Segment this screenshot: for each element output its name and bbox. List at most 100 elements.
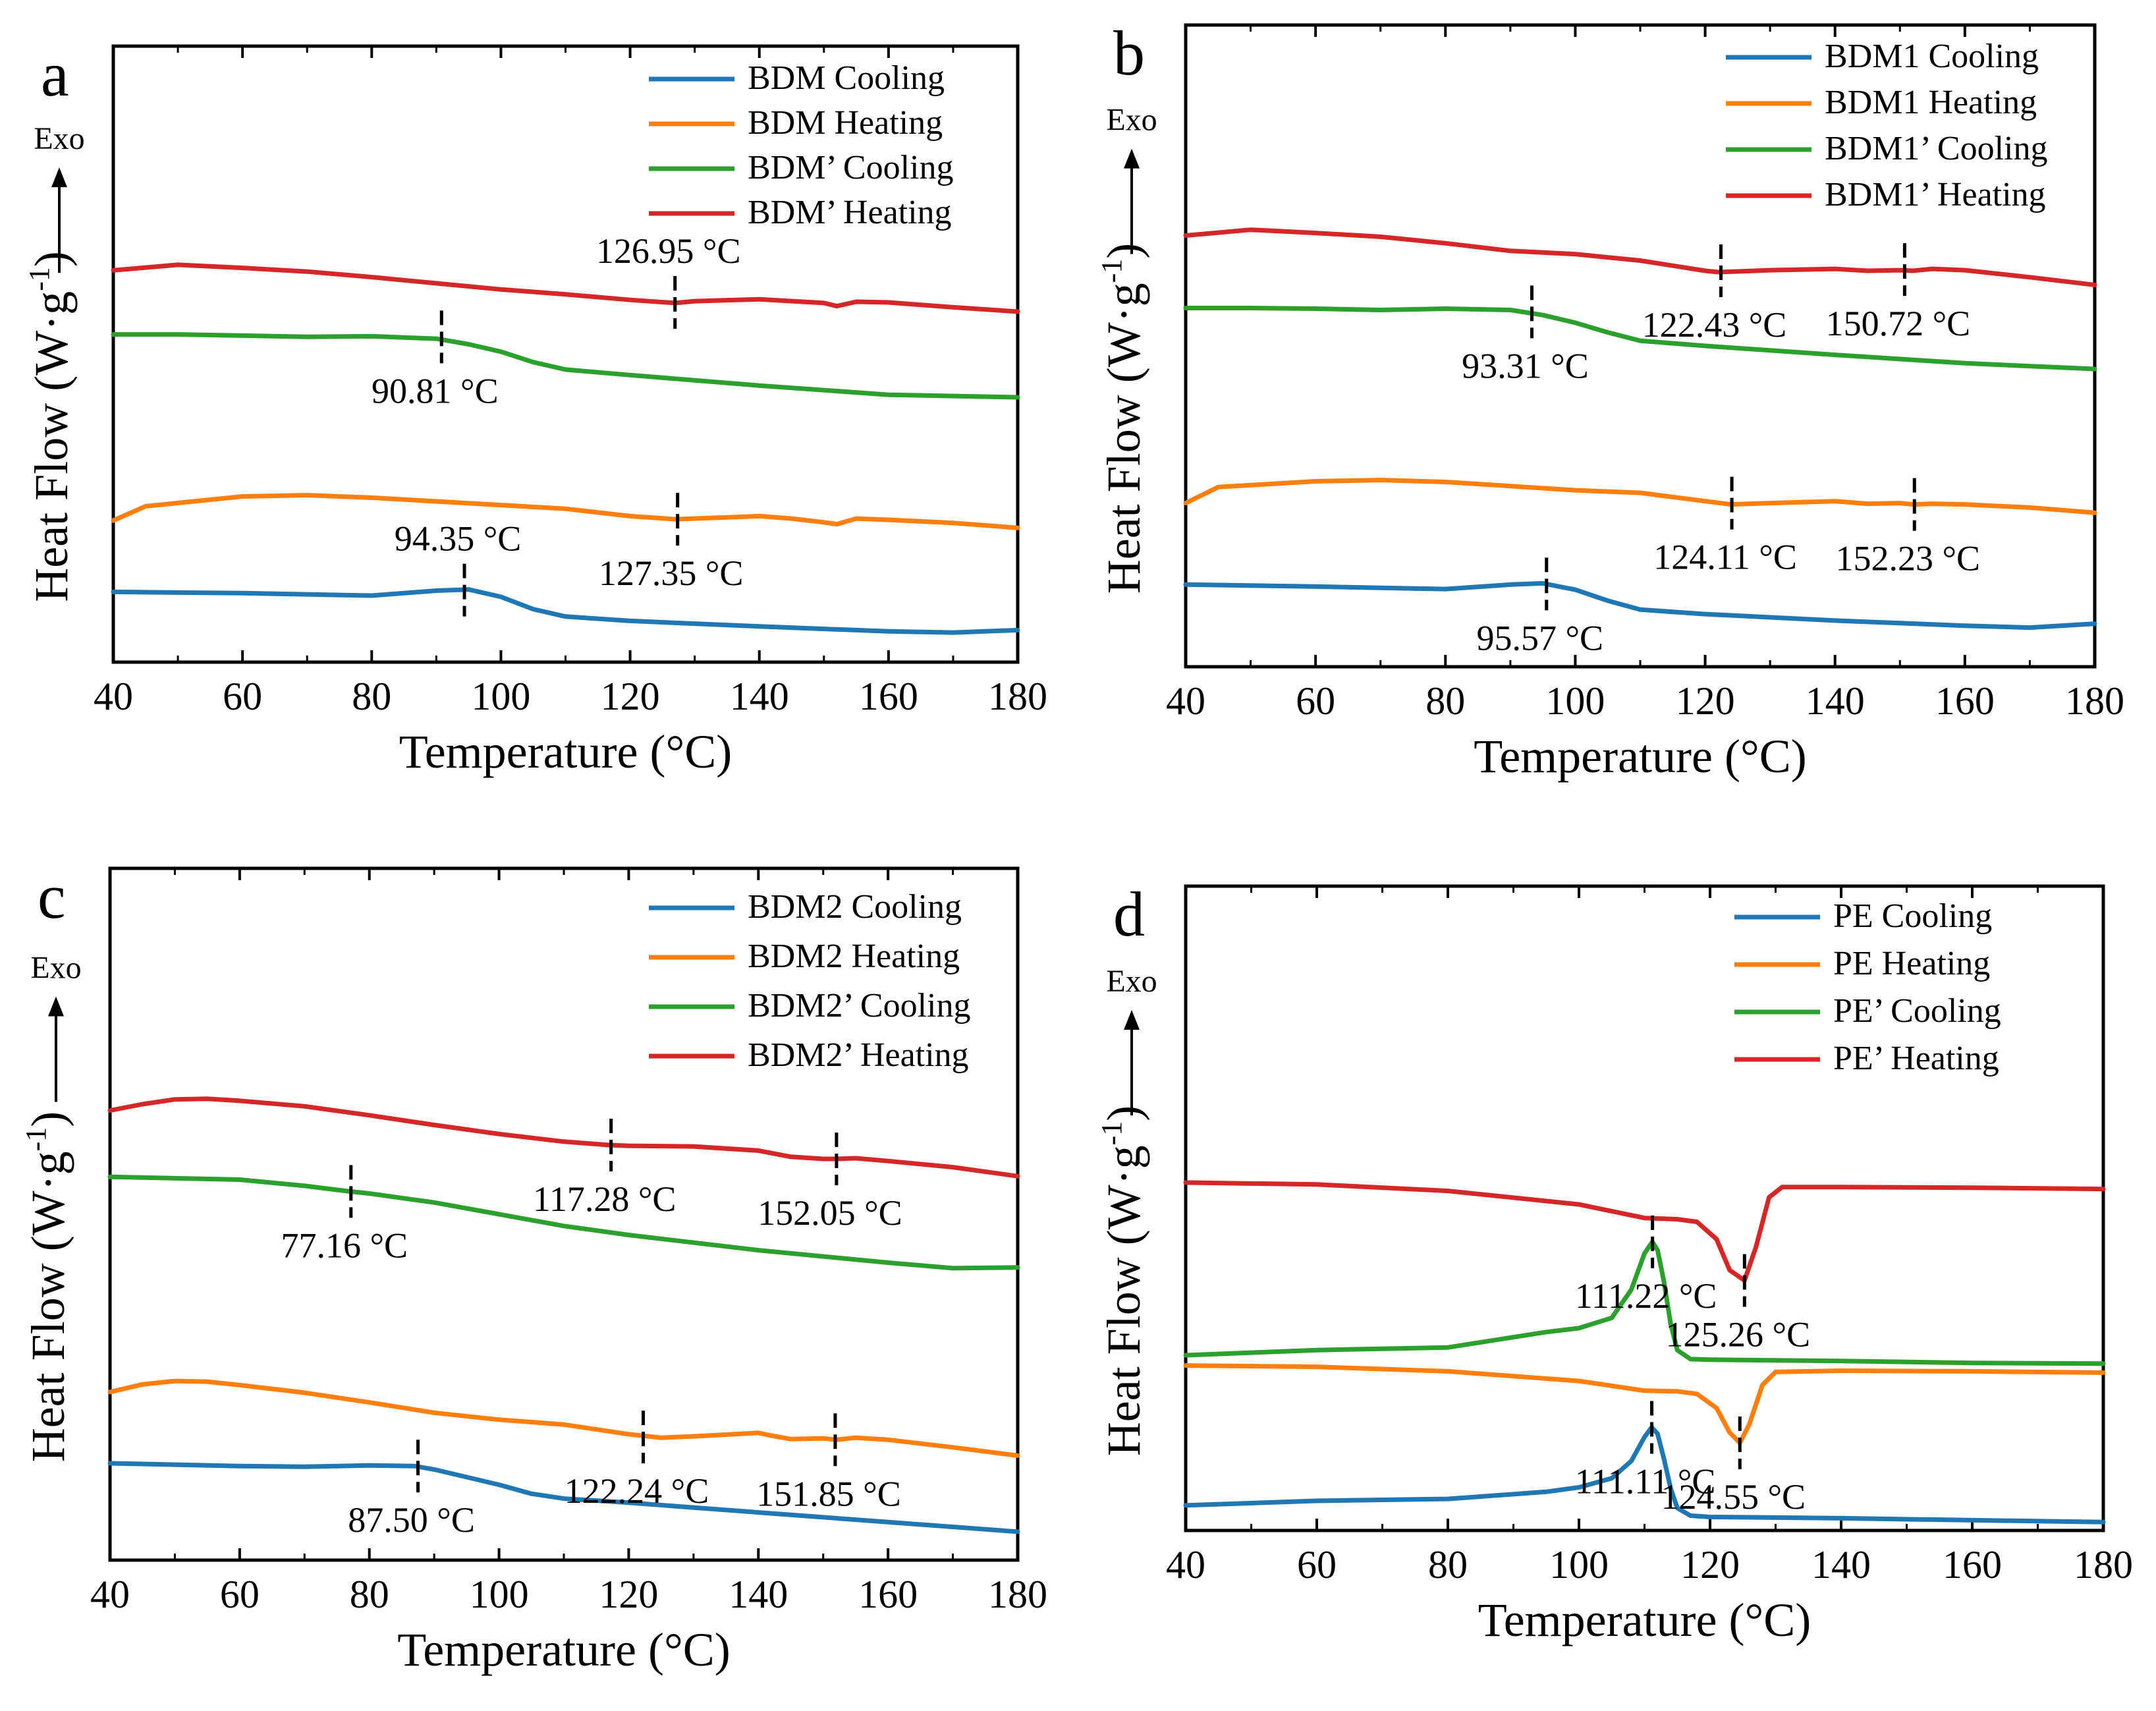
exo-arrow-head	[51, 167, 67, 188]
x-tick-label: 40	[1166, 679, 1205, 723]
x-tick-label: 140	[1811, 1543, 1871, 1586]
x-tick-label: 180	[2065, 679, 2124, 723]
y-axis-title-sup: -1	[1095, 259, 1128, 283]
panel-letter: b	[1113, 18, 1145, 88]
x-tick-label: 160	[1935, 679, 1995, 723]
annotation-label: 90.81 °C	[372, 371, 499, 410]
annotation-label: 122.24 °C	[565, 1471, 709, 1511]
x-axis-title: Temperature (°C)	[397, 1623, 731, 1676]
annotation-label: 151.85 °C	[756, 1474, 901, 1513]
series-line-1	[111, 493, 1020, 530]
legend-label: BDM2 Heating	[748, 938, 960, 975]
x-tick-label: 100	[470, 1573, 529, 1616]
panel-letter: a	[41, 39, 69, 109]
exo-arrow-head	[48, 996, 64, 1017]
series-line-1	[1183, 1363, 2106, 1445]
legend-label: BDM1’ Cooling	[1825, 130, 2048, 167]
legend-label: BDM1’ Heating	[1825, 176, 2046, 213]
legend-label: BDM Cooling	[748, 59, 945, 97]
x-tick-label: 140	[729, 1573, 788, 1616]
x-tick-label: 160	[1943, 1543, 2002, 1586]
annotation-label: 117.28 °C	[533, 1179, 677, 1219]
legend-label: BDM2 Cooling	[748, 888, 962, 926]
legend-label: BDM’ Heating	[748, 194, 952, 231]
x-tick-label: 80	[350, 1573, 389, 1616]
series-line-3	[1183, 1180, 2106, 1283]
legend-label: PE Heating	[1833, 945, 1990, 982]
annotation-label: 124.11 °C	[1653, 538, 1797, 577]
annotation-label: 95.57 °C	[1476, 618, 1603, 658]
y-axis-title: Heat Flow (W·g-1)	[20, 1111, 74, 1463]
x-tick-label: 60	[1296, 679, 1335, 723]
y-axis-title: Heat Flow (W·g-1)	[23, 251, 78, 602]
y-axis-title-main: Heat Flow (W·g	[1097, 1145, 1150, 1456]
series-line-1	[107, 1378, 1020, 1458]
x-tick-label: 140	[1806, 679, 1865, 723]
annotation-label: 111.22 °C	[1575, 1276, 1717, 1316]
annotation-label: 122.43 °C	[1642, 305, 1787, 345]
exo-label: Exo	[30, 951, 81, 986]
y-axis-title-main: Heat Flow (W·g	[22, 1151, 74, 1462]
exo-arrow-head	[1124, 148, 1140, 169]
y-axis-title-sup: -1	[20, 1127, 52, 1152]
exo-label: Exo	[34, 121, 84, 156]
x-tick-label: 100	[1549, 1543, 1609, 1586]
panel-letter: d	[1113, 879, 1145, 949]
x-tick-label: 180	[2074, 1543, 2133, 1586]
legend-label: BDM1 Heating	[1825, 84, 2037, 121]
legend-label: PE’ Heating	[1833, 1040, 1999, 1077]
annotation-label: 152.05 °C	[758, 1193, 902, 1233]
legend-label: BDM’ Cooling	[748, 149, 954, 186]
x-tick-label: 120	[1680, 1543, 1740, 1586]
y-axis-title-close: )	[1097, 243, 1150, 259]
panel-c: 40 60 80 100 120 140 160 180 Temperature (°C) Hea…	[20, 861, 1047, 1676]
series-line-3	[111, 262, 1020, 314]
panel-letter: c	[38, 861, 66, 932]
annotation-label: 150.72 °C	[1826, 304, 1971, 343]
annotation-label: 111.11 °C	[1575, 1462, 1716, 1501]
series-line-0	[1183, 1425, 2106, 1525]
legend-label: BDM1 Cooling	[1825, 38, 2039, 75]
y-axis-title-main: Heat Flow (W·g	[1097, 283, 1150, 594]
series-line-0	[107, 1461, 1020, 1534]
annotation-label: 77.16 °C	[281, 1225, 408, 1265]
x-tick-label: 80	[1428, 1543, 1468, 1586]
x-tick-label: 40	[1166, 1543, 1205, 1586]
annotation-label: 93.31 °C	[1462, 346, 1589, 385]
series-line-2	[1183, 306, 2097, 372]
y-axis-title-close: )	[1097, 1106, 1150, 1121]
annotation-label: 124.55 °C	[1661, 1477, 1806, 1517]
series-line-2	[111, 332, 1020, 400]
legend-label: BDM Heating	[748, 104, 943, 142]
x-tick-label: 40	[94, 675, 133, 718]
exo-label: Exo	[1106, 964, 1157, 999]
x-axis-title: Temperature (°C)	[1478, 1594, 1811, 1646]
y-axis-title-sup: -1	[1095, 1121, 1128, 1146]
y-axis-title-sup: -1	[23, 267, 55, 291]
x-tick-label: 60	[223, 675, 262, 718]
panel-a: 40 60 80 100 120 140 160 180 Temperature (°C) Hea…	[23, 39, 1047, 778]
x-tick-label: 120	[601, 675, 660, 718]
series-line-0	[1183, 580, 2097, 631]
x-tick-label: 180	[988, 1573, 1047, 1616]
series-line-2	[1183, 1239, 2106, 1366]
x-tick-label: 100	[1545, 679, 1605, 723]
annotation-label: 87.50 °C	[348, 1500, 475, 1540]
exo-arrow-head	[1124, 1010, 1140, 1030]
panel-b: 40 60 80 100 120 140 160 180 Temperature (°C) Hea…	[1095, 18, 2124, 783]
x-tick-label: 140	[730, 675, 789, 718]
x-tick-label: 120	[1676, 679, 1735, 723]
annotation-label: 126.95 °C	[596, 231, 741, 271]
legend-label: PE Cooling	[1833, 897, 1992, 935]
y-axis-title-close: )	[25, 251, 78, 267]
x-tick-label: 60	[220, 1573, 260, 1616]
series-line-0	[111, 587, 1020, 635]
annotation-label: 94.35 °C	[395, 519, 522, 559]
x-tick-label: 160	[858, 1573, 918, 1616]
annotation-label: 125.26 °C	[1666, 1315, 1811, 1355]
series-line-3	[1183, 227, 2097, 287]
x-tick-label: 40	[90, 1573, 130, 1616]
x-tick-label: 100	[471, 675, 530, 718]
x-tick-label: 180	[988, 675, 1047, 718]
